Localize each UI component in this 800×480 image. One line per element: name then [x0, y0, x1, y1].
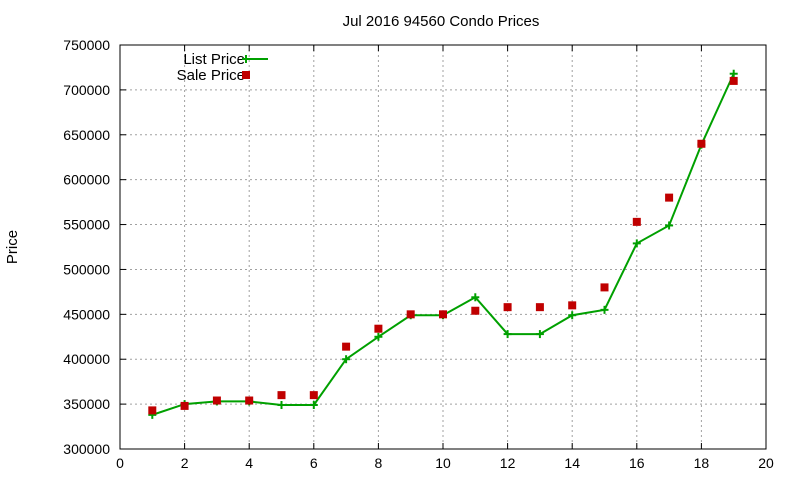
sale-price-point [406, 310, 415, 319]
x-tick-label: 8 [375, 455, 383, 471]
sale-price-point [665, 193, 674, 202]
list-price-point [600, 305, 609, 314]
legend-label-sale-price: Sale Price [177, 67, 245, 84]
x-tick-label: 12 [500, 455, 516, 471]
y-tick-label: 550000 [63, 217, 110, 233]
y-axis-label: Price [4, 230, 21, 264]
list-price-point [503, 330, 512, 339]
sale-price-point [729, 76, 738, 85]
sale-price-point [148, 406, 157, 415]
legend-marker-sale-price [242, 71, 250, 79]
list-price-point [665, 221, 674, 230]
y-tick-label: 400000 [63, 351, 110, 367]
sale-price-point [697, 139, 706, 148]
x-tick-label: 16 [629, 455, 645, 471]
y-tick-label: 300000 [63, 441, 110, 457]
sale-price-series [148, 76, 738, 415]
sale-price-point [632, 217, 641, 226]
sale-price-point [309, 391, 318, 400]
x-tick-label: 6 [310, 455, 318, 471]
sale-price-point [374, 324, 383, 333]
x-tick-label: 10 [435, 455, 451, 471]
x-tick-label: 14 [564, 455, 580, 471]
sale-price-point [439, 310, 447, 319]
sale-price-point [212, 396, 221, 405]
legend-label-list-price: List Price [183, 51, 245, 68]
list-price-point [342, 355, 351, 364]
x-tick-label: 20 [758, 455, 774, 471]
grid-lines [120, 45, 766, 449]
x-tick-label: 0 [116, 455, 124, 471]
list-price-line [151, 73, 735, 416]
list-price-point [471, 293, 480, 302]
sale-price-point [277, 391, 286, 400]
list-price-point [535, 330, 544, 339]
chart-title: Jul 2016 94560 Condo Prices [343, 13, 540, 30]
y-tick-label: 450000 [63, 306, 110, 322]
y-tick-label: 500000 [63, 261, 110, 277]
sale-price-point [342, 342, 351, 351]
list-price-point [632, 239, 641, 248]
list-price-point [729, 69, 738, 78]
list-price-point [568, 311, 577, 320]
list-price-point [277, 401, 286, 410]
sale-price-point [600, 283, 609, 292]
y-tick-label: 650000 [63, 127, 110, 143]
legend-marker-list-price [242, 55, 250, 63]
x-tick-label: 2 [181, 455, 189, 471]
x-tick-label: 18 [694, 455, 710, 471]
sale-price-point [471, 306, 480, 315]
x-tick-label: 4 [245, 455, 253, 471]
sale-price-point [503, 303, 512, 312]
axis-ticks: 0 2 4 6 8 10 12 14 16 18 20 300000 350000 400000 45000… [63, 37, 774, 471]
y-tick-label: 600000 [63, 172, 110, 188]
sale-price-point [245, 396, 254, 405]
sale-price-point [535, 303, 544, 312]
y-tick-label: 350000 [63, 396, 110, 412]
plot-series [148, 69, 738, 419]
list-price-point [309, 401, 318, 410]
sale-price-point [568, 301, 577, 310]
list-price-point [374, 332, 383, 341]
y-tick-label: 700000 [63, 82, 110, 98]
plot-frame [119, 44, 767, 450]
y-tick-label: 750000 [63, 37, 110, 53]
sale-price-point [180, 401, 189, 410]
